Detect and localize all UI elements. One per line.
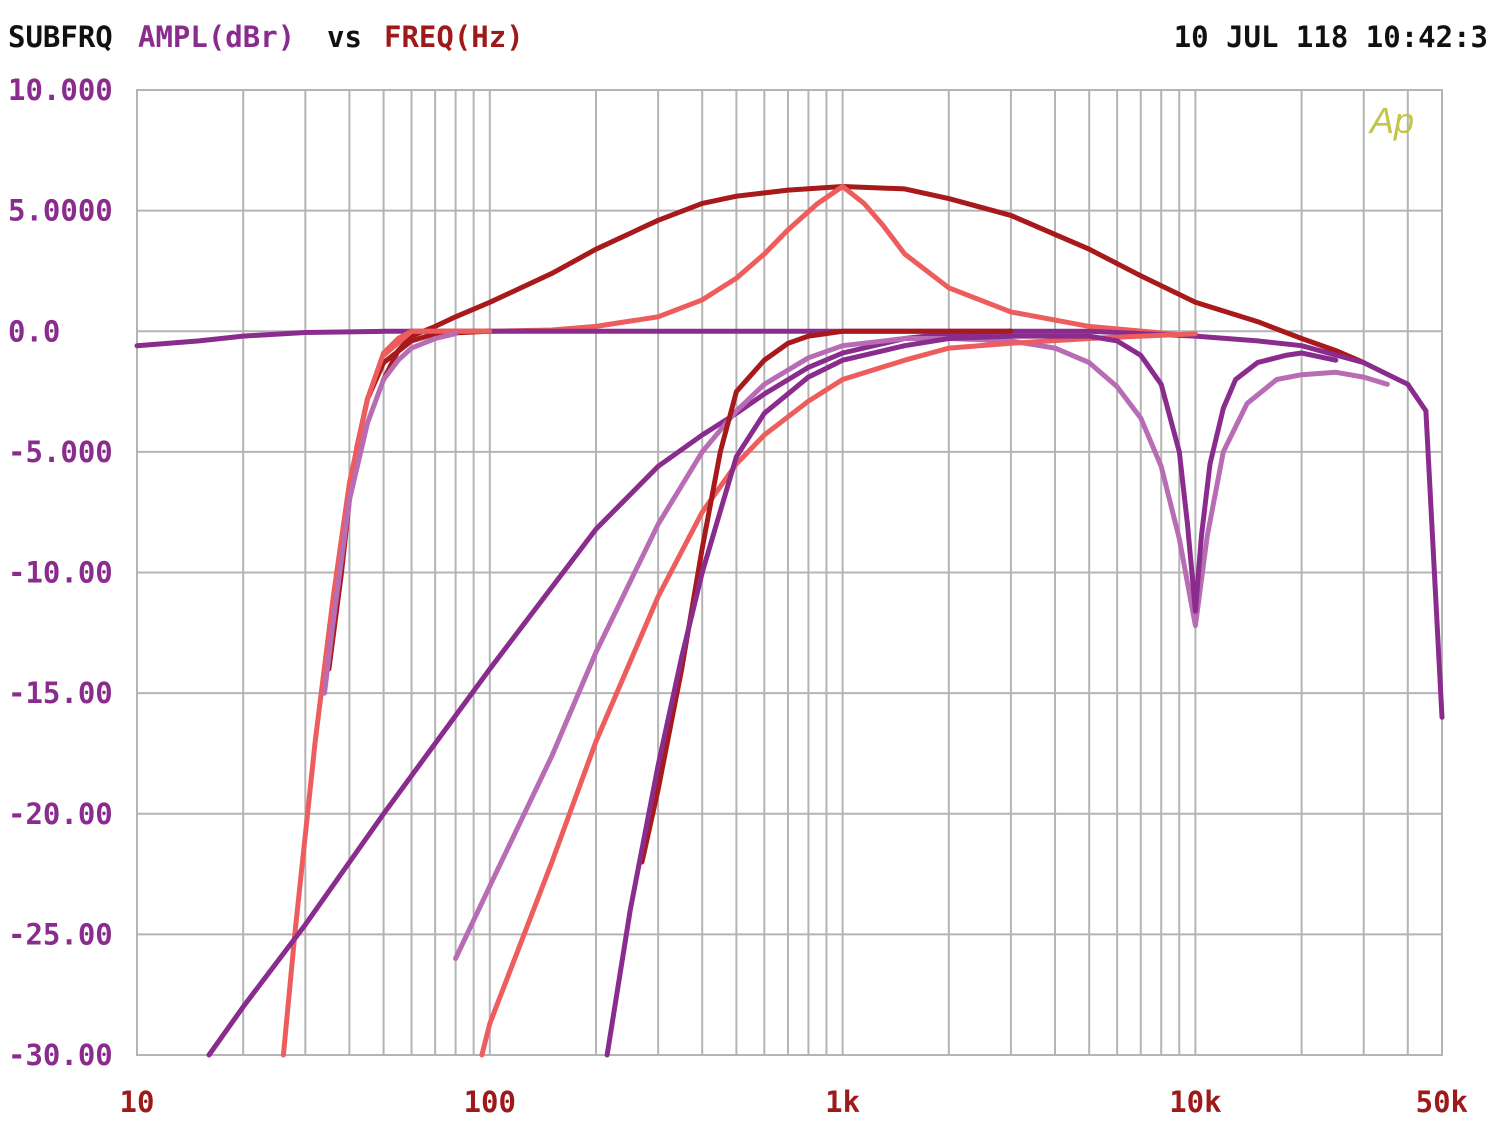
x-tick-label: 100: [464, 1085, 516, 1119]
x-quantity-label: FREQ(Hz): [384, 20, 524, 54]
y-axis-tick-labels: 10.000 5.0000 0.0 -5.000 -10.00 -15.00 -20.00 -…: [8, 73, 113, 1072]
y-tick-label: 10.000: [8, 73, 113, 107]
series-line-1: [381, 184, 1367, 382]
y-tick-label: -15.00: [8, 676, 113, 710]
timestamp: 10 JUL 118 10:42:3: [1173, 20, 1488, 54]
x-tick-label: 10k: [1169, 1085, 1221, 1119]
series-line-8: [453, 336, 1390, 961]
y-tick-label: -20.00: [8, 797, 113, 831]
chart-series: [134, 184, 1445, 1058]
x-axis-tick-labels: 10 100 1k 10k 50k: [120, 1085, 1468, 1119]
series-line-9: [479, 331, 1198, 1058]
x-tick-label: 50k: [1416, 1085, 1468, 1119]
y-tick-label: -5.000: [8, 435, 113, 469]
vs-label: vs: [327, 20, 362, 54]
y-tick-label: -25.00: [8, 917, 113, 951]
series-line-10: [639, 328, 1014, 865]
x-tick-label: 10: [120, 1085, 155, 1119]
chart-prefix: SUBFRQ: [8, 20, 113, 54]
y-tick-label: 5.0000: [8, 194, 113, 228]
series-line-5: [280, 328, 493, 1058]
y-quantity-label: AMPL(dBr): [138, 20, 296, 54]
y-tick-label: -10.00: [8, 556, 113, 590]
plot-frame: [136, 89, 1443, 1056]
y-tick-label: 0.0: [8, 314, 60, 348]
series-line-11: [604, 333, 1339, 1058]
y-tick-label: -30.00: [8, 1038, 113, 1072]
x-tick-label: 1k: [825, 1085, 860, 1119]
series-line-6: [322, 331, 459, 696]
series-line-3: [134, 328, 1445, 720]
ap-logo: Ap: [1368, 100, 1414, 141]
chart-grid: [136, 89, 1443, 1056]
